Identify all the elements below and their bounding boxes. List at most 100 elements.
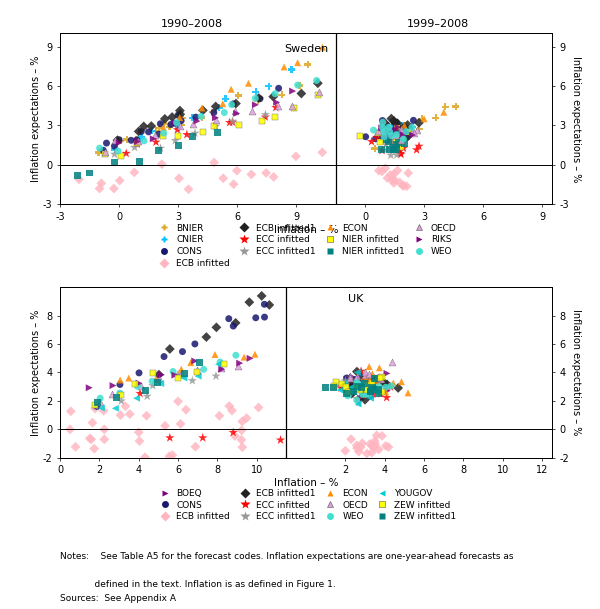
Point (115, 175, 125, 185)
Point (386, 128, 396, 138)
Point (366, 391, 376, 401)
Point (237, 426, 247, 435)
Legend: BNIER, CNIER, CONS, ECB infitted, ECB infitted1, ECC infitted, ECC infitted1, EC: BNIER, CNIER, CONS, ECB infitted, ECB in… (155, 224, 457, 268)
Point (357, 382, 367, 392)
Point (440, 102, 450, 111)
Point (375, 137, 385, 147)
Point (235, 120, 244, 130)
Y-axis label: Inflation expectations – %: Inflation expectations – % (31, 55, 41, 182)
Point (381, 387, 391, 396)
Point (356, 442, 365, 452)
Point (257, 116, 266, 126)
Point (313, 79, 323, 88)
Point (392, 123, 402, 133)
Point (366, 393, 376, 403)
Point (170, 136, 180, 146)
Point (165, 433, 175, 443)
Point (352, 373, 361, 383)
Text: 1999–2008: 1999–2008 (407, 19, 469, 29)
Point (346, 387, 356, 396)
Point (85, 168, 95, 178)
Point (391, 125, 401, 135)
Point (345, 371, 355, 381)
Point (408, 130, 418, 140)
Point (86, 435, 96, 445)
Point (188, 132, 197, 142)
Point (374, 384, 383, 394)
Point (232, 108, 241, 118)
Point (173, 110, 183, 120)
Point (344, 386, 354, 396)
Point (329, 381, 339, 391)
Point (354, 379, 364, 389)
Point (314, 87, 324, 97)
Point (218, 174, 228, 183)
Point (154, 370, 164, 379)
Point (66, 406, 76, 416)
Point (133, 381, 142, 391)
Point (392, 130, 402, 140)
Point (395, 127, 405, 136)
Point (197, 113, 206, 122)
Point (395, 143, 405, 153)
Point (328, 382, 338, 392)
Point (167, 112, 177, 122)
Point (340, 379, 350, 389)
Point (389, 116, 398, 126)
Point (175, 106, 185, 116)
Point (230, 106, 239, 116)
Point (170, 370, 179, 380)
Point (363, 379, 373, 389)
Point (127, 135, 136, 145)
Point (374, 389, 383, 399)
Point (369, 381, 379, 391)
Point (272, 97, 281, 107)
Point (369, 375, 379, 385)
Point (164, 451, 174, 461)
Point (212, 128, 222, 138)
Point (394, 383, 403, 393)
Point (356, 383, 366, 393)
Point (372, 133, 382, 143)
Point (355, 371, 365, 381)
Point (178, 347, 187, 356)
Point (373, 386, 383, 396)
Point (370, 385, 379, 395)
Point (407, 127, 417, 137)
Point (227, 100, 236, 110)
Point (100, 149, 110, 159)
Point (377, 166, 387, 176)
Point (389, 143, 398, 153)
Point (293, 80, 302, 90)
Point (274, 101, 283, 111)
Point (383, 135, 393, 145)
Point (260, 312, 269, 322)
Point (369, 382, 379, 392)
Point (413, 125, 422, 135)
Point (391, 137, 401, 147)
Point (391, 141, 401, 150)
Point (260, 110, 270, 119)
Point (341, 382, 351, 392)
Point (229, 179, 238, 189)
Point (179, 373, 189, 383)
Point (367, 385, 377, 395)
Point (116, 152, 126, 161)
Point (73, 171, 82, 180)
Point (287, 101, 297, 111)
Point (176, 116, 186, 125)
Point (355, 385, 365, 395)
Point (335, 385, 345, 395)
Point (382, 135, 391, 145)
Point (244, 79, 253, 88)
Point (397, 137, 407, 147)
Point (392, 139, 401, 149)
Point (95, 143, 104, 153)
Point (239, 352, 249, 362)
Point (387, 138, 397, 148)
Point (144, 127, 154, 136)
Point (386, 131, 396, 141)
Point (229, 99, 238, 109)
Point (137, 133, 146, 143)
Point (398, 130, 408, 139)
